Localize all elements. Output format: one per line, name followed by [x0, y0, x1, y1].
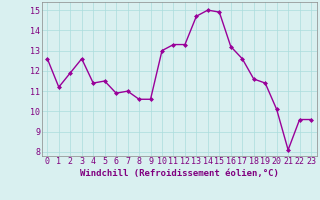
X-axis label: Windchill (Refroidissement éolien,°C): Windchill (Refroidissement éolien,°C)	[80, 169, 279, 178]
